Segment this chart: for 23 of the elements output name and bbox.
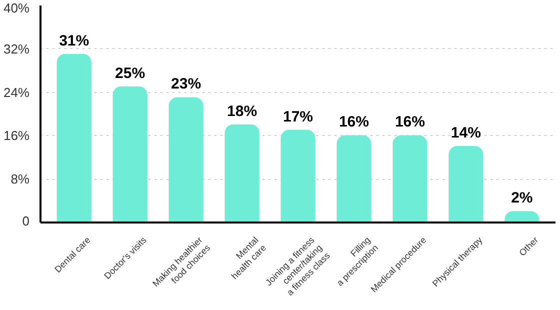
y-tick-label: 40% bbox=[3, 0, 30, 16]
data-label: 16% bbox=[338, 114, 369, 131]
y-tick-label: 32% bbox=[3, 41, 30, 56]
y-tick-label: 16% bbox=[3, 128, 30, 144]
bar bbox=[224, 124, 260, 222]
data-label: 16% bbox=[394, 114, 425, 131]
y-tick-label: 0 bbox=[22, 214, 30, 228]
data-label: 31% bbox=[59, 32, 90, 50]
data-label: 2% bbox=[511, 190, 533, 207]
bar bbox=[392, 135, 428, 222]
bar bbox=[112, 86, 148, 222]
data-label: 18% bbox=[227, 102, 258, 120]
data-label: 23% bbox=[171, 76, 202, 93]
bar bbox=[168, 97, 204, 222]
bar bbox=[280, 130, 316, 222]
bar bbox=[336, 135, 372, 222]
data-label: 17% bbox=[282, 108, 314, 126]
data-label: 14% bbox=[450, 124, 481, 142]
y-tick-label: 24% bbox=[3, 84, 30, 100]
data-label: 25% bbox=[115, 64, 146, 82]
y-tick-label: 8% bbox=[10, 172, 30, 187]
bar bbox=[448, 146, 484, 222]
bar bbox=[56, 54, 92, 222]
